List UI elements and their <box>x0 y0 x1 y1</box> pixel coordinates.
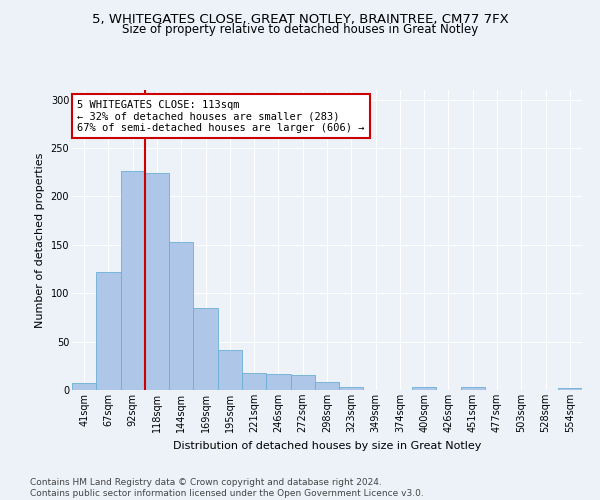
Text: 5 WHITEGATES CLOSE: 113sqm
← 32% of detached houses are smaller (283)
67% of sem: 5 WHITEGATES CLOSE: 113sqm ← 32% of deta… <box>77 100 364 133</box>
Text: Contains HM Land Registry data © Crown copyright and database right 2024.
Contai: Contains HM Land Registry data © Crown c… <box>30 478 424 498</box>
Bar <box>121 172 145 390</box>
Bar <box>145 173 169 390</box>
Bar <box>315 382 339 390</box>
Y-axis label: Number of detached properties: Number of detached properties <box>35 152 45 328</box>
Text: Size of property relative to detached houses in Great Notley: Size of property relative to detached ho… <box>122 22 478 36</box>
Bar <box>193 308 218 390</box>
Bar <box>412 387 436 390</box>
Text: 5, WHITEGATES CLOSE, GREAT NOTLEY, BRAINTREE, CM77 7FX: 5, WHITEGATES CLOSE, GREAT NOTLEY, BRAIN… <box>92 12 508 26</box>
Bar <box>339 387 364 390</box>
Bar <box>218 350 242 390</box>
Bar <box>558 388 582 390</box>
Bar <box>266 374 290 390</box>
Bar <box>242 372 266 390</box>
Bar <box>96 272 121 390</box>
Bar <box>72 383 96 390</box>
X-axis label: Distribution of detached houses by size in Great Notley: Distribution of detached houses by size … <box>173 440 481 450</box>
Bar <box>461 387 485 390</box>
Bar <box>290 374 315 390</box>
Bar <box>169 242 193 390</box>
